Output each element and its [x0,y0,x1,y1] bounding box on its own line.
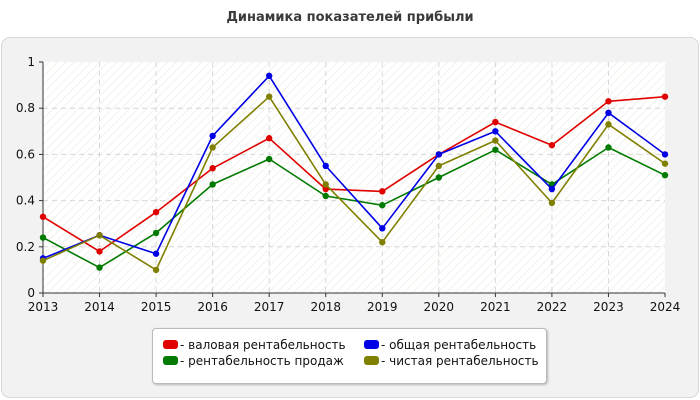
data-point [209,165,216,172]
data-point [605,121,612,128]
y-tick-label: 1 [27,55,35,69]
y-tick-label: 0.6 [16,147,35,161]
data-point [605,109,612,117]
data-point [209,181,216,188]
data-point [96,248,103,255]
data-point [322,162,329,170]
series-line [42,146,666,269]
data-point [492,128,499,135]
x-tick-label: 2020 [424,300,455,314]
data-point [661,171,669,179]
data-point [661,160,669,167]
x-tick-label: 2014 [84,300,115,314]
y-tick-label: 0.4 [16,194,35,208]
data-point [322,181,329,188]
y-tick-label: 0 [27,286,35,300]
x-tick-label: 2016 [197,300,228,314]
data-point [379,238,386,246]
data-point [379,188,386,195]
x-tick-label: 2019 [367,300,398,314]
data-point [548,199,556,207]
x-tick-label: 2017 [254,300,285,314]
data-point [492,146,499,153]
legend-label-total: - общая рентабельность [381,338,537,352]
data-point [492,118,499,126]
x-tick-label: 2013 [28,300,59,314]
data-point [96,264,103,271]
data-point [548,141,556,149]
x-tick-label: 2022 [537,300,568,314]
data-point [39,257,47,264]
data-point [605,144,612,151]
x-tick-label: 2015 [141,300,172,314]
x-tick-label: 2023 [593,300,624,314]
tick-labels: 0 0.2 0.4 0.6 0.8 1 2013 2014 2015 2016 2017 2018 20… [16,55,680,314]
data-point [492,137,499,144]
data-point [265,135,273,142]
legend-label-sales: - рентабельность продаж [180,354,344,368]
legend-item-net: - чистая рентабельность [364,353,539,369]
chart-title: Динамика показателей прибыли [226,10,474,25]
data-point [96,232,103,239]
series-layer [39,72,669,274]
data-point [379,225,386,232]
legend-label-gross: - валовая рентабельность [180,338,346,352]
axes [39,61,666,297]
series-line [42,95,666,271]
x-tick-label: 2021 [480,300,511,314]
legend-swatch-total [364,340,379,349]
data-point [661,151,669,158]
legend-label-net: - чистая рентабельность [381,354,539,368]
data-point [435,162,443,170]
y-tick-label: 0.8 [16,101,35,115]
x-tick-label: 2024 [650,300,681,314]
data-point [152,266,160,274]
y-tick-label: 0.2 [16,240,35,254]
legend-swatch-sales [163,356,178,365]
data-point [379,202,386,209]
legend-item-sales: - рентабельность продаж [163,353,344,369]
x-tick-label: 2018 [310,300,341,314]
data-point [435,174,443,181]
legend-swatch-gross [163,340,178,349]
legend-swatch-net [364,356,379,365]
legend: - валовая рентабельность - общая рентабе… [152,328,547,384]
data-point [152,208,160,216]
data-point [209,144,216,151]
series-0 [39,93,669,255]
data-point [661,93,669,100]
data-point [39,234,47,241]
data-point [322,192,329,200]
series-line [42,95,666,253]
data-point [152,250,160,257]
data-point [265,72,273,80]
legend-item-gross: - валовая рентабельность [163,337,346,353]
series-3 [39,93,669,274]
data-point [322,185,329,193]
data-point [265,155,273,163]
data-point [39,213,47,220]
data-point [209,132,216,140]
data-point [548,185,556,193]
data-point [435,151,443,158]
data-point [265,93,273,100]
legend-item-total: - общая рентабельность [364,337,536,353]
data-point [605,98,612,105]
data-point [152,229,160,237]
series-line [42,75,666,260]
